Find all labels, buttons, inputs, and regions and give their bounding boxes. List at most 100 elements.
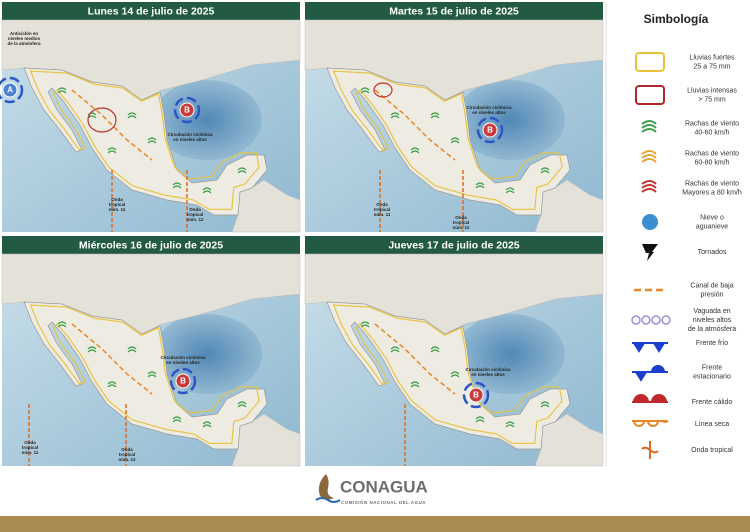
wind-gust — [172, 416, 182, 423]
rain-area — [332, 70, 563, 210]
legend: Lluvias fuertes 25 a 75 mm Lluvias intensa… — [631, 52, 742, 459]
map-annotation: tropical — [187, 212, 203, 217]
low-pressure-trough — [71, 89, 153, 161]
map-annotation: núm. 11 — [109, 207, 126, 212]
wind-gust — [237, 167, 247, 174]
rain-area — [332, 304, 563, 444]
pressure-center-label: A — [7, 86, 13, 95]
pressure-center-label: B — [487, 126, 493, 135]
panel-header — [305, 2, 603, 20]
map-annotation: núm. 12 — [186, 217, 204, 222]
wind-gust — [172, 182, 182, 189]
legend-label: Tornados — [698, 249, 727, 256]
wind-gust — [127, 346, 137, 353]
wind-gust — [410, 381, 420, 388]
pressure-center-ring — [173, 96, 201, 124]
wind-gust — [57, 87, 67, 94]
land-mexico — [326, 67, 571, 216]
legend-label: 60-80 km/h — [694, 159, 729, 166]
rain-area — [29, 304, 260, 444]
legend-icon — [632, 365, 668, 382]
map-annotation: tropical — [109, 202, 125, 207]
map-panel: Miércoles 16 de julio de 2025 B Circulació… — [1, 236, 301, 467]
map-annotation: niveles medios — [8, 36, 41, 41]
legend-title: Simbología — [644, 12, 709, 26]
legend-label: aguanieve — [696, 223, 728, 230]
map-annotation: en niveles altos — [166, 360, 200, 365]
footer-bar — [0, 516, 750, 532]
panel-title: Lunes 14 de julio de 2025 — [88, 5, 215, 17]
legend-icon — [641, 120, 657, 133]
legend-icon — [632, 342, 668, 353]
map-panel: Lunes 14 de julio de 2025 A B Anticiclón en… — [0, 2, 301, 233]
land-mexico — [23, 301, 268, 450]
low-pressure-trough — [374, 89, 456, 161]
panel-header — [2, 236, 300, 254]
wind-gust — [540, 401, 550, 408]
legend-icon — [632, 420, 669, 427]
wind-gust — [107, 381, 117, 388]
legend-label: 40-60 km/h — [694, 129, 729, 136]
wind-gust — [87, 346, 97, 353]
land-mexico — [326, 301, 571, 450]
brand-name: CONAGUA — [340, 477, 428, 496]
low-pressure-trough — [71, 323, 153, 395]
logo-wave — [315, 497, 341, 503]
map-annotation: núm. 11 — [374, 212, 391, 217]
panel-title: Miércoles 16 de julio de 2025 — [79, 239, 223, 251]
map-annotation: de la atmósfera — [7, 41, 41, 46]
legend-label: Canal de baja — [690, 282, 733, 289]
legend-icon — [631, 315, 671, 325]
brand-subtitle: COMISIÓN NACIONAL DEL AGUA — [341, 498, 426, 505]
legend-label: Frente frío — [696, 340, 728, 347]
wind-gust — [202, 421, 212, 428]
map-annotation: núm. 12 — [118, 457, 136, 462]
map-annotation: Onda — [24, 440, 36, 445]
legend-label: > 75 mm — [698, 96, 726, 103]
wind-gust — [57, 321, 67, 328]
map-panel: Jueves 17 de julio de 2025 B Circulación c… — [304, 236, 604, 467]
legend-icon — [642, 244, 658, 261]
map-annotation: Onda — [189, 207, 201, 212]
pressure-center — [468, 387, 484, 403]
pressure-center — [175, 373, 191, 389]
pressure-center — [2, 82, 18, 98]
legend-label: estacionario — [693, 373, 731, 380]
map-annotation: núm. 11 — [22, 450, 39, 455]
map-annotation: en niveles altos — [471, 372, 505, 377]
map-annotation: Circulación ciclónica — [465, 367, 511, 372]
wind-gust — [390, 112, 400, 119]
legend-label: 25 a 75 mm — [694, 63, 731, 70]
legend-icon — [642, 214, 658, 230]
intense-rain — [87, 107, 117, 133]
wind-gust — [202, 187, 212, 194]
panel-header — [305, 236, 603, 254]
legend-icon — [641, 150, 657, 163]
pressure-center-ring — [462, 381, 490, 409]
wind-gust — [430, 346, 440, 353]
wind-gust — [505, 421, 515, 428]
wind-gust — [147, 137, 157, 144]
map-annotation: Onda — [121, 447, 133, 452]
pressure-center-label: B — [473, 391, 479, 400]
wind-gust — [107, 147, 117, 154]
map-annotation: tropical — [374, 207, 390, 212]
legend-label: Línea seca — [695, 421, 729, 428]
map-annotation: en niveles altos — [173, 137, 207, 142]
legend-label: Frente cálido — [692, 399, 733, 406]
logo-mark — [318, 474, 334, 500]
legend-label: presión — [701, 291, 724, 298]
wind-gust — [147, 371, 157, 378]
map-annotation: Onda — [455, 215, 467, 220]
wind-gust — [450, 137, 460, 144]
intense-rain — [373, 82, 393, 98]
pressure-center — [482, 122, 498, 138]
wind-gust — [540, 167, 550, 174]
wind-gust — [360, 321, 370, 328]
wind-gust — [360, 87, 370, 94]
pressure-center-ring — [0, 76, 24, 104]
